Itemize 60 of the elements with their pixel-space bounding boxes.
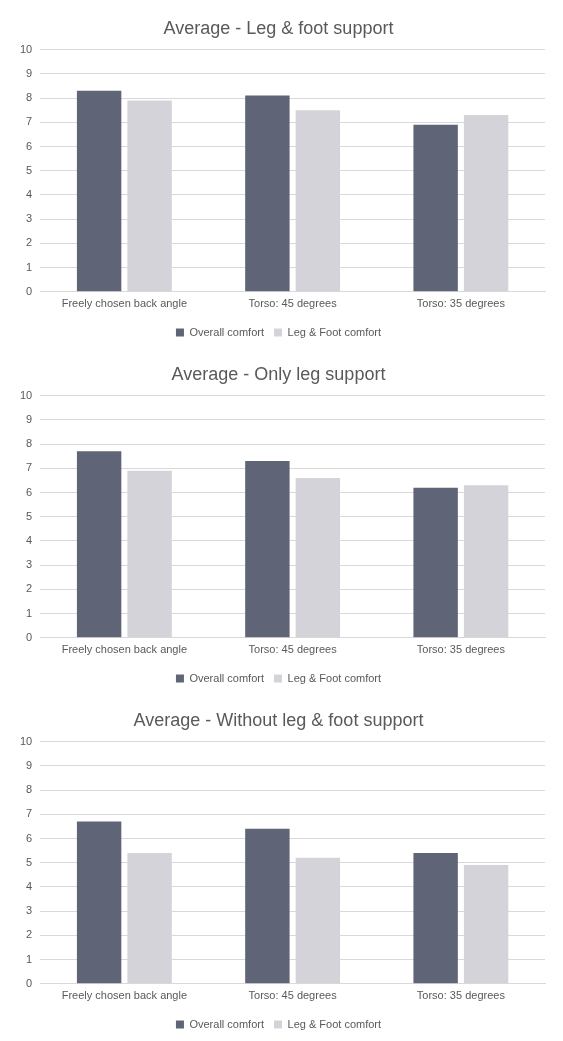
y-tick-label: 10 — [19, 42, 33, 55]
y-tick-label: 0 — [26, 976, 33, 989]
y-tick-label: 4 — [26, 533, 33, 546]
bar — [413, 124, 458, 292]
y-tick-label: 9 — [26, 412, 33, 425]
y-tick-label: 1 — [26, 606, 33, 619]
x-tick-label: Torso: 35 degrees — [416, 297, 506, 310]
x-tick-label: Torso: 45 degrees — [248, 989, 338, 1002]
x-tick-label: Torso: 45 degrees — [248, 643, 338, 656]
x-tick-label: Freely chosen back angle — [61, 989, 188, 1002]
x-tick-label: Freely chosen back angle — [61, 643, 188, 656]
y-tick-label: 7 — [26, 461, 33, 474]
y-tick-label: 4 — [26, 879, 33, 892]
bar — [245, 828, 290, 984]
y-tick-label: 7 — [26, 807, 33, 820]
chart-title: Average - Only leg support — [171, 363, 386, 384]
y-tick-label: 1 — [26, 260, 33, 273]
chart-title: Average - Leg & foot support — [163, 17, 394, 38]
legend-label: Overall comfort — [189, 325, 265, 338]
y-tick-label: 1 — [26, 952, 33, 965]
y-tick-label: 5 — [26, 855, 33, 868]
y-tick-label: 5 — [26, 509, 33, 522]
y-tick-label: 2 — [26, 582, 33, 595]
y-tick-label: 2 — [26, 236, 33, 249]
legend-label: Leg & Foot comfort — [287, 1017, 382, 1030]
bar — [245, 95, 290, 292]
x-tick-label: Torso: 45 degrees — [248, 297, 338, 310]
y-tick-label: 10 — [19, 388, 33, 401]
y-tick-label: 0 — [26, 284, 33, 297]
bar — [413, 487, 458, 638]
y-tick-label: 9 — [26, 758, 33, 771]
bar — [413, 853, 458, 984]
y-tick-label: 4 — [26, 187, 33, 200]
y-tick-label: 8 — [26, 91, 33, 104]
bar — [76, 90, 122, 292]
y-tick-label: 3 — [26, 212, 33, 225]
y-tick-label: 3 — [26, 558, 33, 571]
y-tick-label: 3 — [26, 904, 33, 917]
chart-title: Average - Without leg & foot support — [133, 709, 424, 730]
y-tick-label: 6 — [26, 831, 33, 844]
bar — [76, 821, 122, 984]
y-tick-label: 8 — [26, 437, 33, 450]
y-tick-label: 0 — [26, 630, 33, 643]
y-tick-label: 7 — [26, 115, 33, 128]
y-tick-label: 6 — [26, 139, 33, 152]
bar — [76, 451, 122, 638]
y-tick-label: 10 — [19, 734, 33, 747]
x-tick-label: Torso: 35 degrees — [416, 989, 506, 1002]
y-tick-label: 9 — [26, 66, 33, 79]
bar — [245, 460, 290, 638]
legend-label: Overall comfort — [189, 671, 265, 684]
x-tick-label: Torso: 35 degrees — [416, 643, 506, 656]
legend-label: Overall comfort — [189, 1017, 265, 1030]
y-tick-label: 8 — [26, 783, 33, 796]
x-tick-label: Freely chosen back angle — [61, 297, 188, 310]
legend-label: Leg & Foot comfort — [287, 671, 382, 684]
y-tick-label: 6 — [26, 485, 33, 498]
y-tick-label: 2 — [26, 928, 33, 941]
y-tick-label: 5 — [26, 163, 33, 176]
legend-label: Leg & Foot comfort — [287, 325, 382, 338]
